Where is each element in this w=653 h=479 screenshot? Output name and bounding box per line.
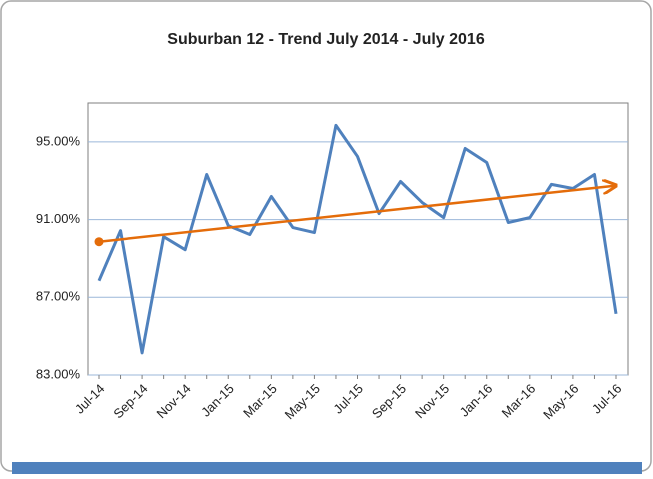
y-tick-label: 91.00% [36, 211, 81, 226]
trend-line [98, 186, 616, 243]
plot-area [87, 102, 629, 376]
series-line [97, 123, 618, 355]
y-tick-label: 87.00% [36, 289, 81, 304]
chart-title: Suburban 12 - Trend July 2014 - July 201… [167, 31, 485, 48]
trend-start [94, 237, 104, 247]
y-tick-label: 95.00% [36, 133, 81, 148]
footer-bar [12, 462, 642, 474]
y-tick-label: 83.00% [36, 366, 81, 381]
